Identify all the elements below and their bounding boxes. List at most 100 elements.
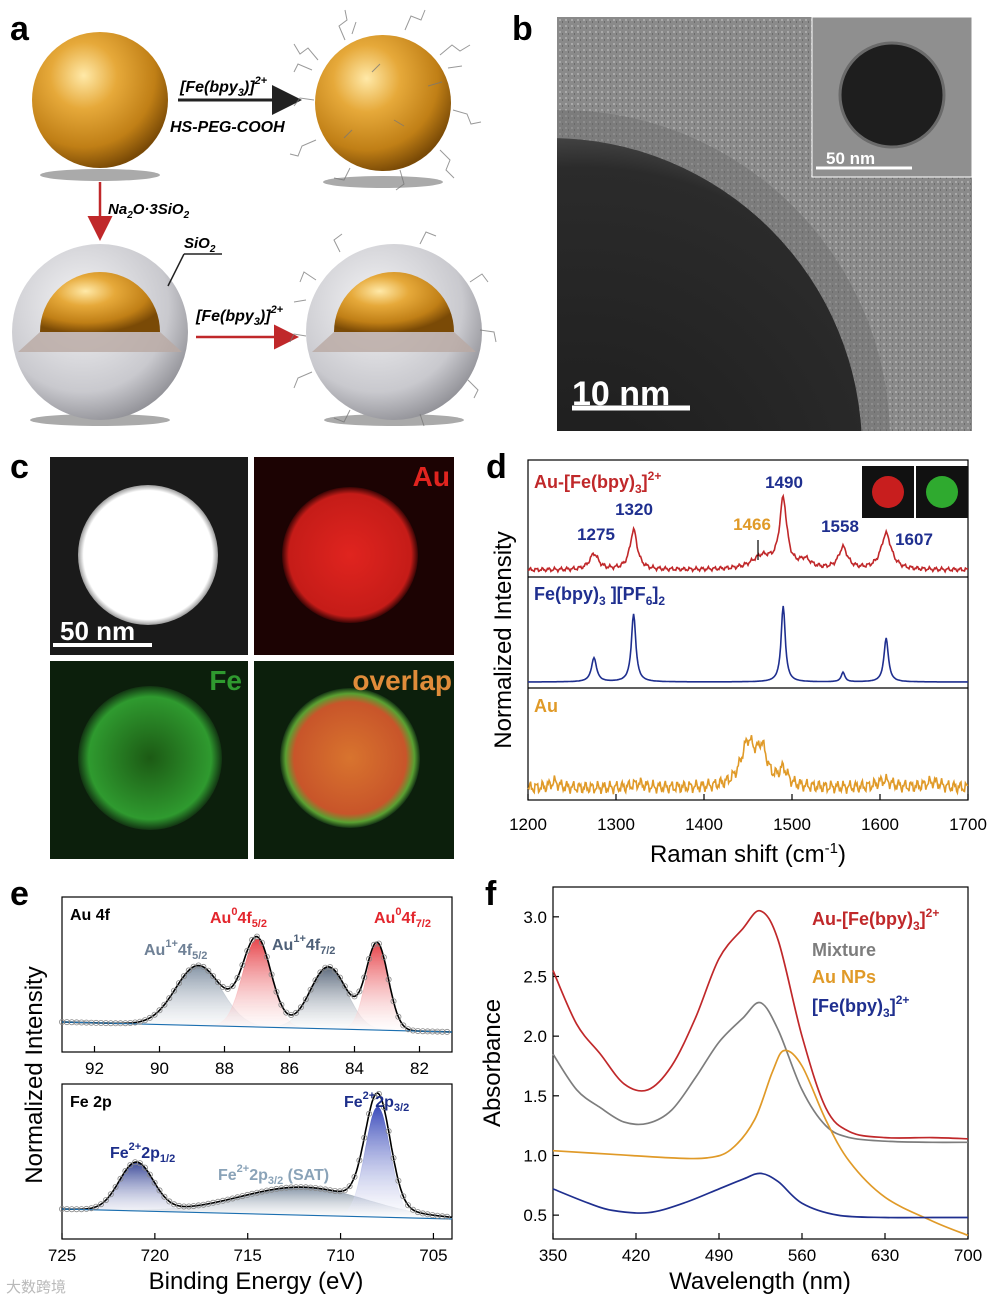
xps-fe-data-point <box>141 1164 148 1171</box>
panel-label-f: f <box>485 875 497 913</box>
xps-fe-data-point <box>127 1162 134 1169</box>
raman-trace-au <box>527 735 969 796</box>
haadf-scale-text: 50 nm <box>60 616 135 646</box>
raman-trace-fe-bpy <box>528 605 968 683</box>
xps-au-data-point <box>171 987 178 994</box>
xps-fe-data-point <box>356 1157 363 1164</box>
xps-fe-data-point <box>380 1104 387 1111</box>
xps-au-xtick-label-84: 84 <box>345 1059 364 1078</box>
xps-au-data-point <box>331 967 338 974</box>
xps-au-data-point <box>185 967 192 974</box>
xps-label-au0-52: Au04f5/2 <box>210 906 267 930</box>
xps-fe-data-point <box>122 1168 129 1175</box>
xps-fe-data-point <box>351 1173 358 1180</box>
panel-b: b 50 nm 10 nm <box>512 10 973 431</box>
ligand-molecules-bottom <box>289 231 497 427</box>
uvvis-ytick-label-1.5: 1.5 <box>523 1087 547 1106</box>
uvvis-ytick-label-2.0: 2.0 <box>523 1027 547 1046</box>
uvvis-xtick-label-630: 630 <box>871 1246 899 1265</box>
peak-label-1558: 1558 <box>821 517 859 536</box>
uvvis-legend-fe-bpy: [Fe(bpy)3]2+ <box>812 993 909 1020</box>
xps-au-data-point <box>361 974 368 981</box>
gold-core <box>40 272 160 332</box>
raman-xtick-label-1200: 1200 <box>509 815 547 834</box>
xps-fe-data-point <box>166 1198 173 1205</box>
uvvis-ylabel: Absorbance <box>479 999 506 1127</box>
panel-e: e 92 90 88 86 84 82 725 720 715 710 705 Au 4f Fe 2… <box>10 875 453 1295</box>
xps-au-data-point <box>278 1001 285 1008</box>
xps-au-data-point <box>380 954 387 961</box>
peak-label-1490: 1490 <box>765 473 803 492</box>
raman-xtick-label-1700: 1700 <box>949 815 987 834</box>
uvvis-legend-au-fe: Au-[Fe(bpy)3]2+ <box>812 906 939 933</box>
xps-fe-xtick-label-710: 710 <box>326 1246 354 1265</box>
xps-au-data-point <box>375 940 382 947</box>
xps-au-data-point <box>161 1001 168 1008</box>
top-arrow-reagent: [Fe(bpy3)]2+ <box>179 75 268 99</box>
xps-au-data-point <box>258 939 265 946</box>
overlap-map-label: overlap <box>352 665 452 696</box>
xps-au-xtick-label-82: 82 <box>410 1059 429 1078</box>
xps-fe-data-point <box>400 1193 407 1200</box>
uvvis-line-au-fe-bpy-3-2- <box>552 909 969 1140</box>
xps-au-data-point <box>210 973 217 980</box>
watermark: 大数跨境 <box>6 1278 67 1296</box>
panel-label-e: e <box>10 875 29 913</box>
uvvis-legend-mixture: Mixture <box>812 940 876 960</box>
xps-label-au1-72: Au1+4f7/2 <box>272 933 335 957</box>
xps-au-data-point <box>351 993 358 1000</box>
xps-au-data-point <box>292 1009 299 1016</box>
xps-fe-data-point <box>346 1183 353 1190</box>
xps-au-data-point <box>141 1017 148 1024</box>
xps-fe-data-point <box>366 1110 373 1117</box>
xps-au-data-point <box>214 979 221 986</box>
xps-au-xtick-label-86: 86 <box>280 1059 299 1078</box>
xps-au-xtick-label-88: 88 <box>215 1059 234 1078</box>
functionalized-gold-nanoparticle <box>315 35 451 171</box>
xps-fe-title: Fe 2p <box>70 1094 112 1111</box>
raman-xlabel: Raman shift (cm-1) <box>650 840 846 868</box>
xps-fe-data-point <box>146 1171 153 1178</box>
xps-au-data-point <box>356 988 363 995</box>
xps-au-data-point <box>229 983 236 990</box>
xps-au-data-point <box>180 973 187 980</box>
xps-fe-data-point <box>112 1184 119 1191</box>
uvvis-xtick-label-490: 490 <box>705 1246 733 1265</box>
xps-au-data-point <box>146 1014 153 1021</box>
uvvis-xtick-label-350: 350 <box>539 1246 567 1265</box>
peak-label-1275: 1275 <box>577 525 615 544</box>
xps-au-frame <box>61 896 453 1053</box>
raman-trace3-label: Au <box>534 696 558 716</box>
tem-inset-particle <box>838 41 946 149</box>
uvvis-ytick-label-3.0: 3.0 <box>523 908 547 927</box>
top-arrow-linker: HS-PEG-COOH <box>170 119 285 136</box>
panel-label-c: c <box>10 448 29 486</box>
xps-au-data-point <box>327 964 334 971</box>
xps-au-data-point <box>200 963 207 970</box>
uvvis-line-mixture <box>552 1001 969 1144</box>
xps-fe-data-point <box>151 1179 158 1186</box>
xps-fe-baseline <box>61 1208 453 1220</box>
shell-label: SiO2 <box>184 235 216 255</box>
raman-frame <box>527 459 969 801</box>
xps-fe-data-point <box>375 1090 382 1097</box>
xps-au-data-point <box>219 983 226 990</box>
peak-label-1607: 1607 <box>895 530 933 549</box>
xps-au-data-point <box>224 985 231 992</box>
xps-au-data-point <box>302 996 309 1003</box>
xps-fe-xtick-label-725: 725 <box>48 1246 76 1265</box>
uvvis-xtick-label-560: 560 <box>788 1246 816 1265</box>
xps-fe-data-point <box>161 1193 168 1200</box>
xps-fe-data-point <box>107 1191 114 1198</box>
xps-fe-data-point <box>93 1203 100 1210</box>
tem-scale-text: 10 nm <box>572 375 670 413</box>
xps-label-au1-52: Au1+4f5/2 <box>144 938 207 962</box>
xps-au-data-point <box>156 1007 163 1014</box>
xps-au-data-point <box>268 971 275 978</box>
haadf-particle <box>78 485 218 625</box>
uvvis-xlabel: Wavelength (nm) <box>669 1268 851 1295</box>
xps-au-data-point <box>288 1012 295 1019</box>
xps-fe-data-point <box>117 1175 124 1182</box>
xps-au-data-point <box>400 1022 407 1029</box>
